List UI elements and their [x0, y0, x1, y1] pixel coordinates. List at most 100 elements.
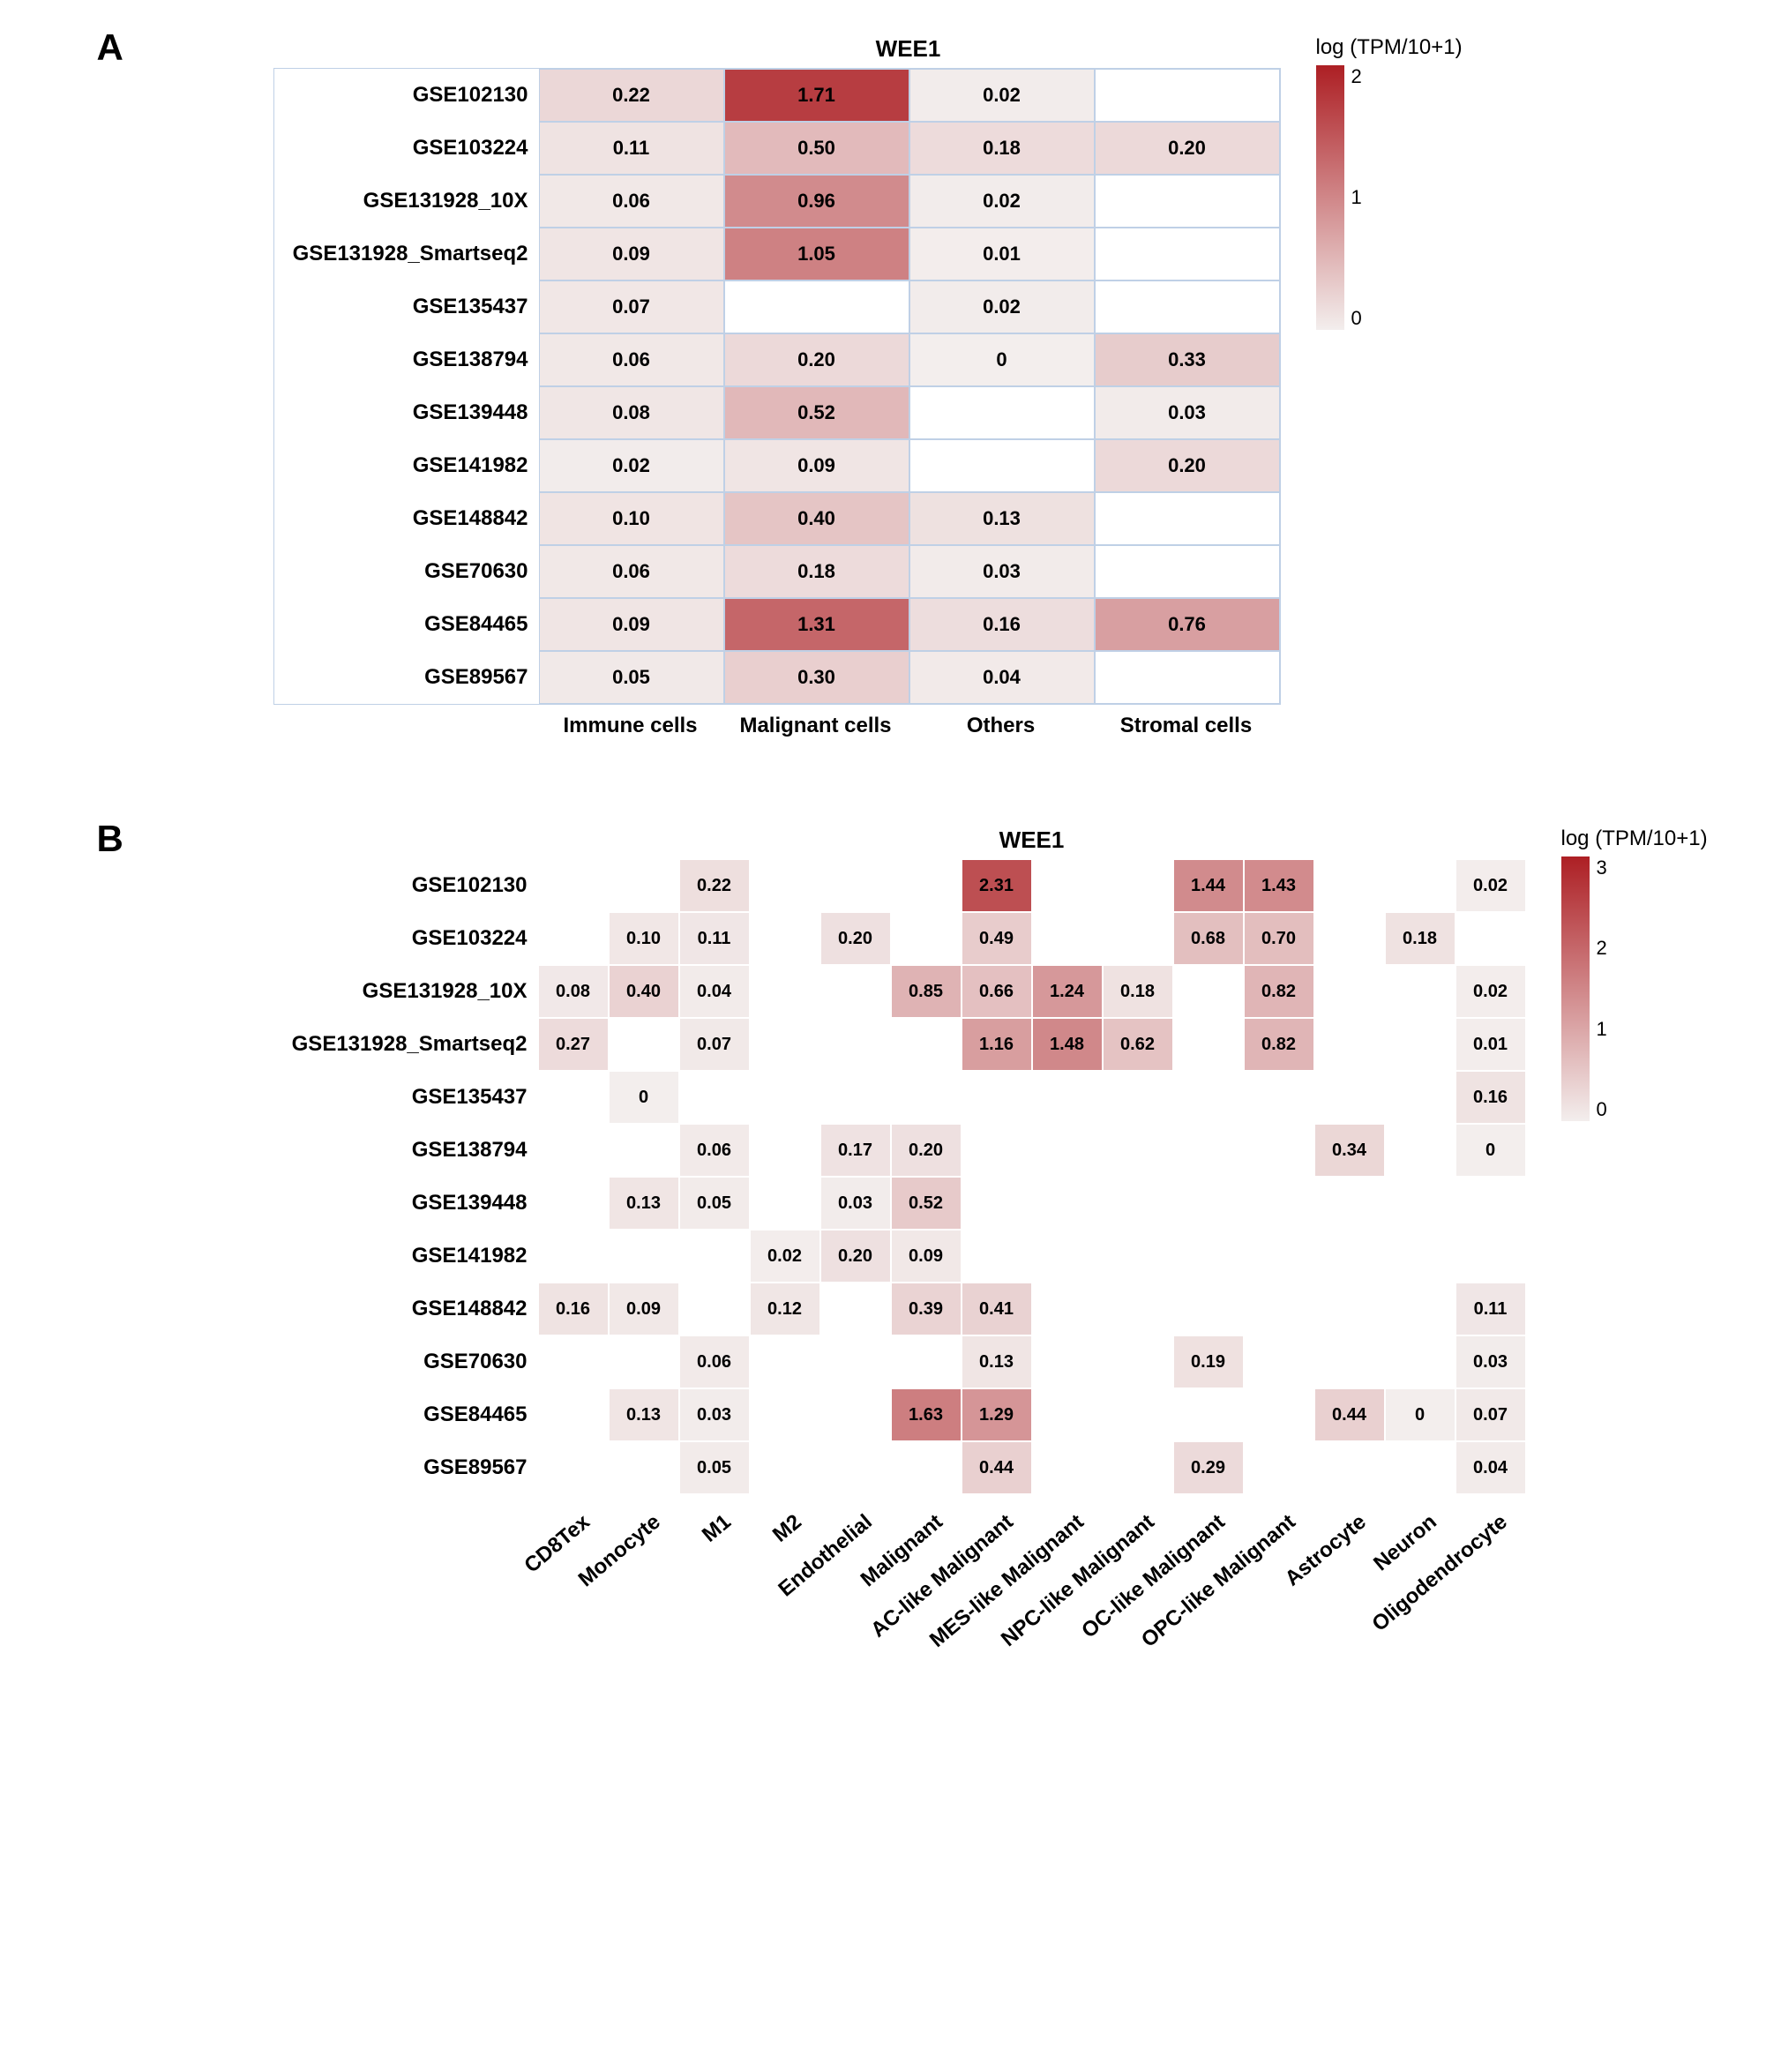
- heatmap-cell: [1032, 1388, 1103, 1441]
- legend-a-bar: [1316, 65, 1344, 330]
- heatmap-cell: [1244, 1071, 1314, 1124]
- heatmap-cell: [1032, 1335, 1103, 1388]
- heatmap-cell: [1095, 175, 1280, 228]
- heatmap-row-label: GSE84465: [273, 1388, 538, 1441]
- heatmap-cell: 0.11: [1455, 1283, 1526, 1335]
- legend-tick: 0: [1597, 1098, 1607, 1121]
- heatmap-cell: [1385, 1124, 1455, 1177]
- heatmap-cell: [1385, 1177, 1455, 1230]
- heatmap-cell: [1032, 912, 1103, 965]
- heatmap-cell: [1103, 1283, 1173, 1335]
- heatmap-cell: 0.09: [539, 598, 724, 651]
- heatmap-cell: [1173, 1177, 1244, 1230]
- heatmap-cell: [609, 1124, 679, 1177]
- heatmap-cell: 0.18: [1385, 912, 1455, 965]
- heatmap-cell: [1314, 859, 1385, 912]
- heatmap-a-grid: GSE1021300.221.710.02GSE1032240.110.500.…: [273, 68, 1281, 705]
- heatmap-row-label: GSE70630: [273, 1335, 538, 1388]
- heatmap-cell: 0.22: [679, 859, 750, 912]
- legend-a-ticks: 210: [1351, 65, 1362, 330]
- figure: A WEE1 GSE1021300.221.710.02GSE1032240.1…: [97, 35, 1685, 1724]
- heatmap-col-label: Malignant cells: [723, 705, 909, 738]
- heatmap-cell: [1244, 1124, 1314, 1177]
- heatmap-cell: [1095, 545, 1280, 598]
- heatmap-cell: [538, 1230, 609, 1283]
- heatmap-cell: [1032, 1071, 1103, 1124]
- heatmap-cell: 0.13: [909, 492, 1095, 545]
- heatmap-cell: [1244, 1441, 1314, 1494]
- heatmap-cell: [1103, 1124, 1173, 1177]
- heatmap-cell: 0.03: [820, 1177, 891, 1230]
- heatmap-cell: [1244, 1230, 1314, 1283]
- heatmap-b-block: WEE1 GSE1021300.222.311.441.430.02GSE103…: [273, 827, 1526, 1724]
- heatmap-cell: 0.18: [909, 122, 1095, 175]
- legend-a: log (TPM/10+1) 210: [1316, 35, 1463, 330]
- heatmap-row-label: GSE148842: [273, 1283, 538, 1335]
- heatmap-cell: [891, 912, 962, 965]
- heatmap-cell: 0.20: [1095, 439, 1280, 492]
- heatmap-cell: 0.10: [609, 912, 679, 965]
- heatmap-cell: [1314, 1177, 1385, 1230]
- heatmap-cell: [962, 1071, 1032, 1124]
- heatmap-cell: [609, 1335, 679, 1388]
- heatmap-row-label: GSE148842: [274, 492, 539, 545]
- heatmap-cell: 0.20: [820, 912, 891, 965]
- heatmap-cell: 0.68: [1173, 912, 1244, 965]
- heatmap-cell: [1173, 1071, 1244, 1124]
- heatmap-cell: [1103, 1071, 1173, 1124]
- heatmap-cell: 0.76: [1095, 598, 1280, 651]
- heatmap-cell: 0.09: [891, 1230, 962, 1283]
- legend-tick: 3: [1597, 856, 1607, 879]
- heatmap-cell: 0.04: [909, 651, 1095, 704]
- heatmap-row-label: GSE139448: [274, 386, 539, 439]
- heatmap-cell: 0.20: [1095, 122, 1280, 175]
- heatmap-cell: 0.19: [1173, 1335, 1244, 1388]
- heatmap-cell: 0.02: [1455, 859, 1526, 912]
- heatmap-cell: [1032, 859, 1103, 912]
- heatmap-cell: [891, 1335, 962, 1388]
- heatmap-cell: 0.16: [538, 1283, 609, 1335]
- heatmap-cell: 0: [909, 333, 1095, 386]
- heatmap-cell: 0.17: [820, 1124, 891, 1177]
- heatmap-cell: [750, 965, 820, 1018]
- heatmap-col-label: Others: [909, 705, 1094, 738]
- heatmap-cell: [1032, 1230, 1103, 1283]
- heatmap-cell: [1455, 1230, 1526, 1283]
- heatmap-cell: [1103, 859, 1173, 912]
- legend-a-bar-wrap: 210: [1316, 65, 1362, 330]
- heatmap-cell: [750, 859, 820, 912]
- heatmap-cell: [538, 912, 609, 965]
- heatmap-cell: 0.06: [679, 1335, 750, 1388]
- heatmap-cell: 0.40: [609, 965, 679, 1018]
- heatmap-cell: 0.11: [679, 912, 750, 965]
- heatmap-cell: 0.03: [679, 1388, 750, 1441]
- heatmap-cell: [1314, 1071, 1385, 1124]
- heatmap-cell: 0.01: [1455, 1018, 1526, 1071]
- heatmap-cell: [1103, 1388, 1173, 1441]
- heatmap-cell: [750, 1018, 820, 1071]
- heatmap-cell: [820, 1283, 891, 1335]
- heatmap-cell: [750, 1335, 820, 1388]
- heatmap-cell: [1095, 69, 1280, 122]
- heatmap-cell: 0.82: [1244, 965, 1314, 1018]
- heatmap-cell: [1385, 1335, 1455, 1388]
- heatmap-cell: 0.16: [909, 598, 1095, 651]
- heatmap-cell: 0: [609, 1071, 679, 1124]
- heatmap-cell: 1.63: [891, 1388, 962, 1441]
- heatmap-cell: 0.49: [962, 912, 1032, 965]
- heatmap-cell: [750, 1071, 820, 1124]
- heatmap-a-block: WEE1 GSE1021300.221.710.02GSE1032240.110…: [273, 35, 1281, 738]
- heatmap-row-label: GSE131928_Smartseq2: [273, 1018, 538, 1071]
- heatmap-cell: [1385, 1283, 1455, 1335]
- heatmap-cell: 0.06: [539, 175, 724, 228]
- heatmap-cell: [750, 1177, 820, 1230]
- heatmap-cell: [538, 1124, 609, 1177]
- heatmap-cell: 0.05: [539, 651, 724, 704]
- heatmap-cell: [1103, 1441, 1173, 1494]
- heatmap-cell: 0.02: [1455, 965, 1526, 1018]
- heatmap-cell: [538, 1177, 609, 1230]
- heatmap-cell: [1314, 1335, 1385, 1388]
- legend-b-ticks: 3210: [1597, 856, 1607, 1121]
- heatmap-cell: 1.24: [1032, 965, 1103, 1018]
- heatmap-cell: 0.07: [539, 281, 724, 333]
